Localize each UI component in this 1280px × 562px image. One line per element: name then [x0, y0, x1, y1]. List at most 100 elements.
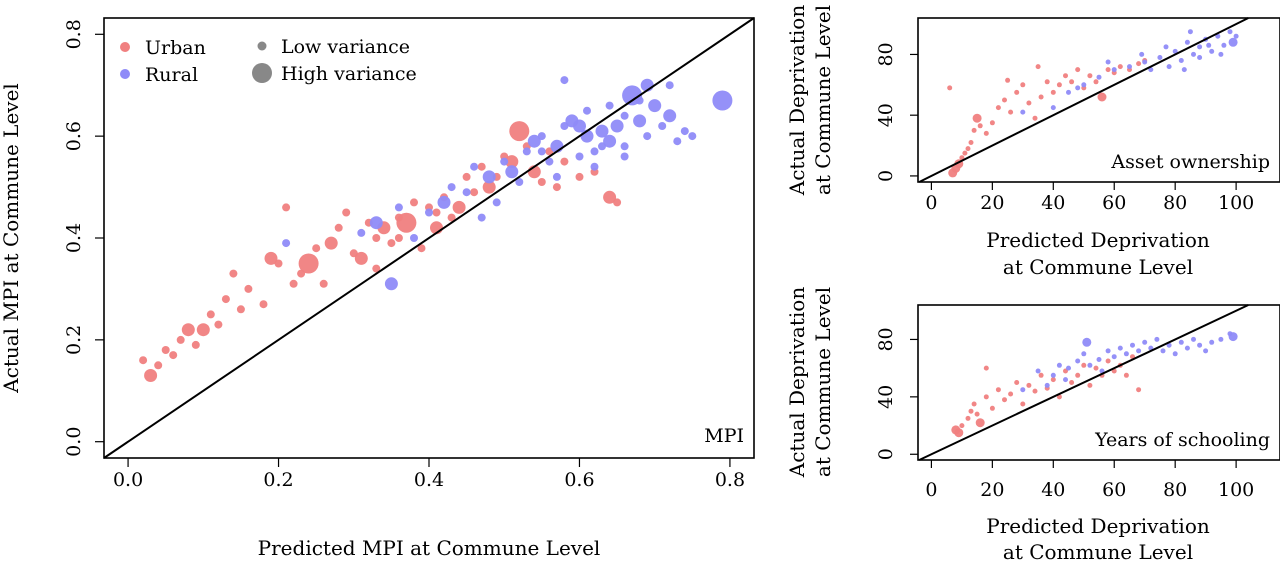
asset-corner-label: Asset ownership: [1110, 151, 1270, 173]
y-tick-label: 0: [875, 170, 897, 182]
x-tick-label: 20: [980, 479, 1004, 501]
schooling-y-ticks: 0 40 80: [875, 327, 918, 460]
point-rural: [1020, 109, 1026, 115]
point-urban: [1069, 79, 1075, 85]
point-rural: [1081, 82, 1087, 88]
point-urban: [319, 279, 328, 288]
point-rural: [552, 172, 561, 181]
point-rural: [590, 147, 599, 156]
x-tick-label: 0.4: [414, 469, 444, 491]
point-urban: [191, 340, 200, 349]
mpi-y-axis-label: Actual MPI at Commune Level: [0, 83, 23, 394]
point-rural: [1172, 351, 1178, 357]
point-rural: [1197, 55, 1203, 60]
asset-plot-frame: [917, 17, 1280, 183]
point-rural: [1197, 342, 1203, 348]
point-rural: [492, 198, 501, 207]
point-urban: [1087, 73, 1093, 79]
point-rural: [425, 208, 433, 217]
point-urban: [1008, 391, 1014, 397]
point-rural: [462, 188, 471, 197]
point-urban: [482, 180, 496, 194]
legend-urban-marker: [120, 42, 130, 52]
point-rural: [477, 213, 486, 222]
point-rural: [1139, 51, 1145, 57]
x-tick-label: 40: [1041, 192, 1065, 214]
point-urban: [1069, 380, 1075, 385]
point-rural: [635, 96, 644, 105]
point-urban: [282, 203, 291, 212]
mpi-points: [139, 76, 733, 382]
point-rural: [1215, 33, 1221, 39]
point-urban: [214, 320, 223, 329]
mpi-scatter-panel: 0.0 0.2 0.4 0.6 0.8 0.0 0.2 0.4 0.6 0.8 MPI Pred…: [0, 17, 755, 560]
point-rural: [1172, 48, 1178, 54]
point-rural: [1035, 368, 1041, 374]
x-tick-label: 60: [1102, 192, 1126, 214]
point-rural: [1081, 351, 1087, 357]
point-urban: [1026, 100, 1032, 106]
point-urban: [505, 155, 519, 169]
point-rural: [665, 81, 674, 90]
point-rural: [1218, 336, 1224, 342]
mpi-identity-line: [103, 17, 755, 459]
point-urban: [236, 305, 245, 314]
schooling-x-ticks: 0 20 40 60 80 100: [925, 460, 1254, 501]
point-rural: [1184, 345, 1190, 351]
point-rural: [1197, 44, 1203, 50]
point-rural: [1096, 357, 1102, 362]
point-rural: [1096, 74, 1102, 80]
point-rural: [1105, 59, 1111, 65]
point-urban: [947, 85, 953, 91]
point-urban: [962, 150, 968, 156]
legend-high-variance-marker: [252, 63, 272, 83]
point-urban: [1020, 401, 1026, 407]
point-rural: [545, 157, 554, 166]
point-rural: [1233, 33, 1239, 39]
y-tick-label: 40: [875, 103, 897, 127]
point-urban: [372, 264, 381, 273]
point-urban: [1136, 61, 1142, 67]
x-tick-label: 80: [1163, 192, 1187, 214]
x-tick-label: 0.0: [113, 469, 143, 491]
point-rural: [1063, 377, 1068, 383]
mpi-x-axis-label: Predicted MPI at Commune Level: [258, 536, 601, 560]
point-urban: [968, 408, 974, 414]
point-urban: [972, 113, 982, 123]
point-urban: [289, 279, 298, 288]
y-tick-label: 80: [875, 327, 897, 351]
point-urban: [334, 223, 343, 232]
asset-y-axis-label-line1: Actual Deprivation: [785, 5, 809, 197]
mpi-x-ticks: 0.0 0.2 0.4 0.6 0.8: [113, 458, 745, 491]
point-rural: [605, 101, 614, 110]
point-rural: [1178, 339, 1184, 345]
point-urban: [1008, 109, 1014, 115]
point-rural: [1206, 42, 1212, 48]
point-urban: [954, 428, 964, 438]
point-rural: [357, 228, 366, 237]
point-rural: [1191, 51, 1196, 57]
point-rural: [1082, 337, 1092, 347]
point-urban: [1117, 64, 1123, 70]
point-rural: [394, 203, 403, 212]
point-urban: [1075, 67, 1081, 73]
point-urban: [452, 200, 466, 214]
point-rural: [1075, 358, 1081, 364]
point-urban: [983, 365, 989, 371]
point-urban: [1063, 73, 1068, 79]
point-urban: [221, 295, 230, 304]
point-rural: [663, 109, 677, 123]
point-urban: [176, 335, 185, 344]
point-urban: [312, 244, 321, 253]
asset-ownership-panel: 0 20 40 60 80 100 0 40 80 Asset ownership Predi…: [785, 5, 1280, 279]
point-urban: [470, 188, 479, 197]
point-urban: [1081, 362, 1087, 368]
point-urban: [1044, 79, 1050, 85]
legend-rural-marker: [120, 69, 130, 79]
x-tick-label: 40: [1041, 479, 1065, 501]
point-urban: [372, 234, 381, 242]
point-urban: [196, 323, 210, 337]
schooling-corner-label: Years of schooling: [1094, 429, 1270, 451]
y-tick-label: 0.2: [63, 325, 85, 355]
point-urban: [154, 361, 163, 370]
